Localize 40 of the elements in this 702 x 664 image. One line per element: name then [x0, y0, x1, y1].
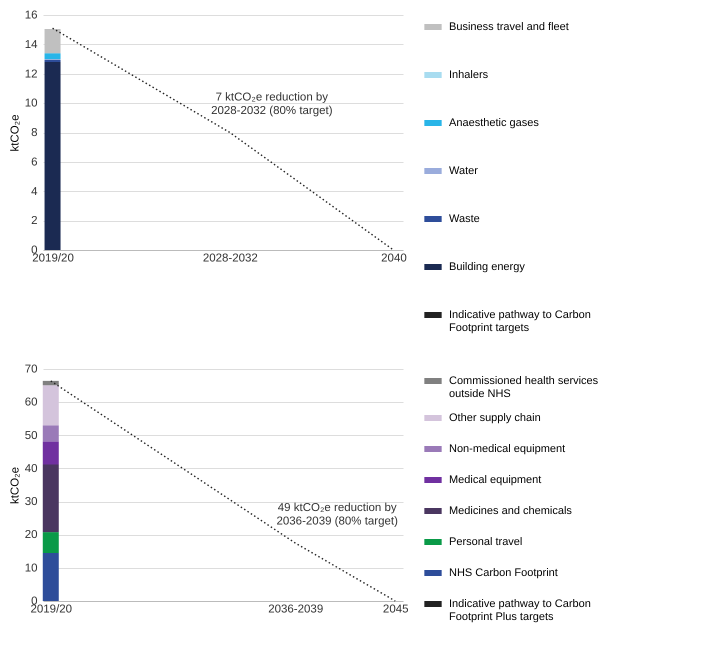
y-axis-title: ktCO₂e	[10, 466, 22, 504]
y-tick-label: 4	[31, 186, 38, 198]
x-tick-label: 2040	[381, 252, 407, 264]
legend-label: Commissioned health services outside NHS	[449, 375, 599, 400]
legend-label: Inhalers	[449, 69, 489, 81]
y-tick-label: 12	[24, 68, 38, 80]
annotation: 49 ktCO₂e reduction by 2036-2039 (80% target)	[276, 502, 398, 528]
legend-label: Waste	[449, 213, 480, 225]
y-tick-label: 14	[24, 38, 38, 51]
legend-label: Water	[449, 165, 478, 177]
x-tick-label: 2019/20	[32, 252, 74, 264]
x-tick-label: 2019/20	[30, 604, 72, 616]
x-tick-label: 2045	[382, 604, 409, 616]
legend-label: Medicines and chemicals	[449, 505, 572, 517]
y-tick-label: 50	[24, 430, 38, 442]
y-tick-label: 8	[31, 127, 38, 139]
y-tick-label: 70	[24, 364, 38, 376]
legend-label: Personal travel	[449, 536, 522, 548]
legend-label: Building energy	[449, 261, 526, 273]
legend-label: Non-medical equipment	[449, 443, 566, 455]
legend-label: Other supply chain	[449, 412, 541, 424]
y-tick-label: 20	[24, 529, 38, 542]
y-tick-label: 30	[24, 496, 38, 508]
y-tick-label: 10	[24, 98, 38, 110]
legend-label: Indicative pathway to Carbon Footprint targets	[449, 309, 591, 334]
legend-label: Medical equipment	[449, 474, 542, 486]
y-tick-label: 60	[24, 396, 38, 409]
y-tick-label: 16	[24, 10, 38, 22]
legend-label: Indicative pathway to Carbon Footprint Plus targets	[449, 598, 591, 623]
y-axis-title: ktCO₂e	[10, 114, 22, 152]
x-tick-label: 2028-2032	[202, 252, 258, 264]
y-tick-label: 10	[24, 562, 38, 574]
y-tick-label: 2	[31, 215, 38, 228]
legend-label: Anaesthetic gases	[449, 117, 540, 129]
legend-label: Business travel and fleet	[449, 21, 569, 33]
x-tick-label: 2036-2039	[268, 604, 324, 616]
y-tick-label: 6	[31, 156, 38, 168]
legend-label: NHS Carbon Footprint	[449, 567, 558, 579]
y-tick-label: 40	[24, 462, 38, 475]
annotation: 7 ktCO₂e reduction by 2028-2032 (80% target)	[211, 92, 333, 117]
